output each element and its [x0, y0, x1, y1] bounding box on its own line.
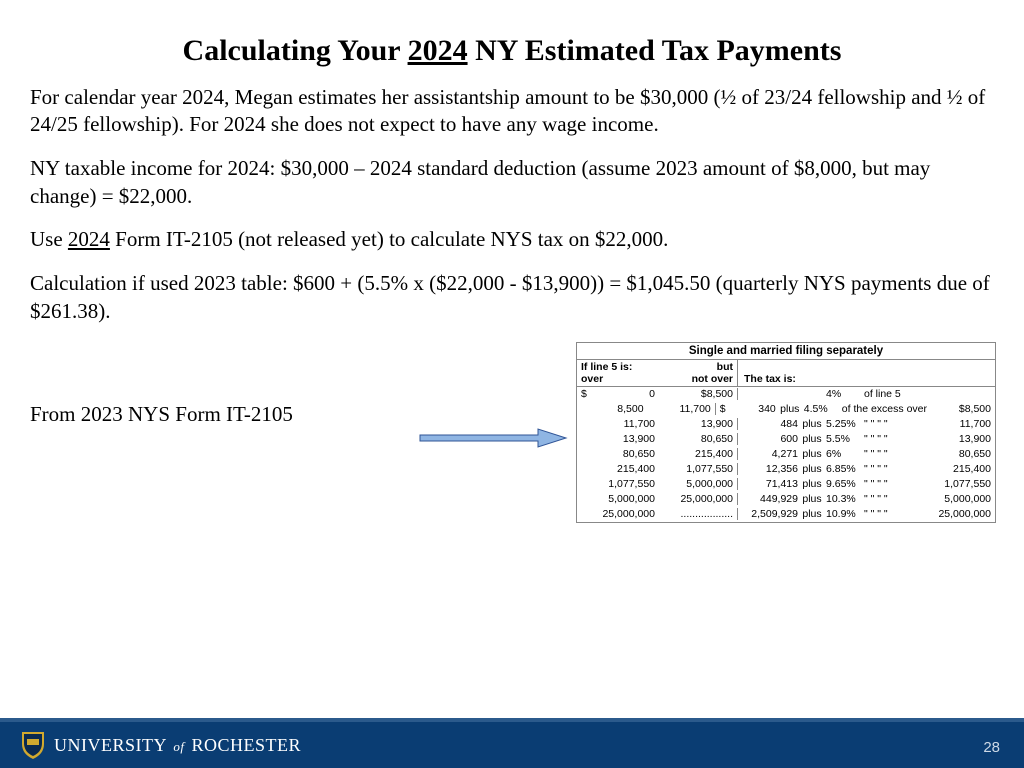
table-row: 215,4001,077,55012,356plus6.85%" " " "21…	[577, 462, 995, 477]
table-row: 25,000,000..................2,509,929plu…	[577, 507, 995, 522]
table-row: 1,077,5505,000,00071,413plus9.65%" " " "…	[577, 477, 995, 492]
paragraph-3: Use 2024 Form IT-2105 (not released yet)…	[30, 226, 994, 254]
tax-bracket-table: Single and married filing separately If …	[576, 342, 996, 523]
arrow-icon	[418, 426, 568, 450]
shield-icon	[20, 730, 46, 760]
title-pre: Calculating Your	[183, 34, 408, 67]
table-row: 8,50011,700$340plus4.5%of the excess ove…	[577, 402, 995, 417]
lower-region: From 2023 NYS Form IT-2105 Single and ma…	[0, 342, 1024, 602]
arrow-shape	[420, 429, 566, 447]
university-name: UNIVERSITY of ROCHESTER	[54, 735, 301, 756]
university-logo: UNIVERSITY of ROCHESTER	[20, 730, 301, 760]
table-body: $0$8,5004%of line 58,50011,700$340plus4.…	[577, 387, 995, 522]
table-row: $0$8,5004%of line 5	[577, 387, 995, 402]
title-post: NY Estimated Tax Payments	[468, 34, 842, 67]
paragraph-1: For calendar year 2024, Megan estimates …	[30, 84, 994, 139]
table-subheader: If line 5 is: over but not over The tax …	[577, 360, 995, 387]
slide-title: Calculating Your 2024 NY Estimated Tax P…	[0, 0, 1024, 84]
paragraph-2: NY taxable income for 2024: $30,000 – 20…	[30, 155, 994, 210]
page-number: 28	[983, 739, 1000, 756]
title-year: 2024	[408, 34, 468, 67]
from-line: From 2023 NYS Form IT-2105	[30, 402, 293, 427]
footer-bar: UNIVERSITY of ROCHESTER 28	[0, 722, 1024, 768]
table-row: 5,000,00025,000,000449,929plus10.3%" " "…	[577, 492, 995, 507]
slide: Calculating Your 2024 NY Estimated Tax P…	[0, 0, 1024, 768]
body-text: For calendar year 2024, Megan estimates …	[0, 84, 1024, 326]
table-row: 11,70013,900484plus5.25%" " " "11,700	[577, 417, 995, 432]
table-row: 80,650215,4004,271plus6%" " " "80,650	[577, 447, 995, 462]
table-header: Single and married filing separately	[577, 343, 995, 360]
paragraph-4: Calculation if used 2023 table: $600 + (…	[30, 270, 994, 325]
table-row: 13,90080,650600plus5.5%" " " "13,900	[577, 432, 995, 447]
